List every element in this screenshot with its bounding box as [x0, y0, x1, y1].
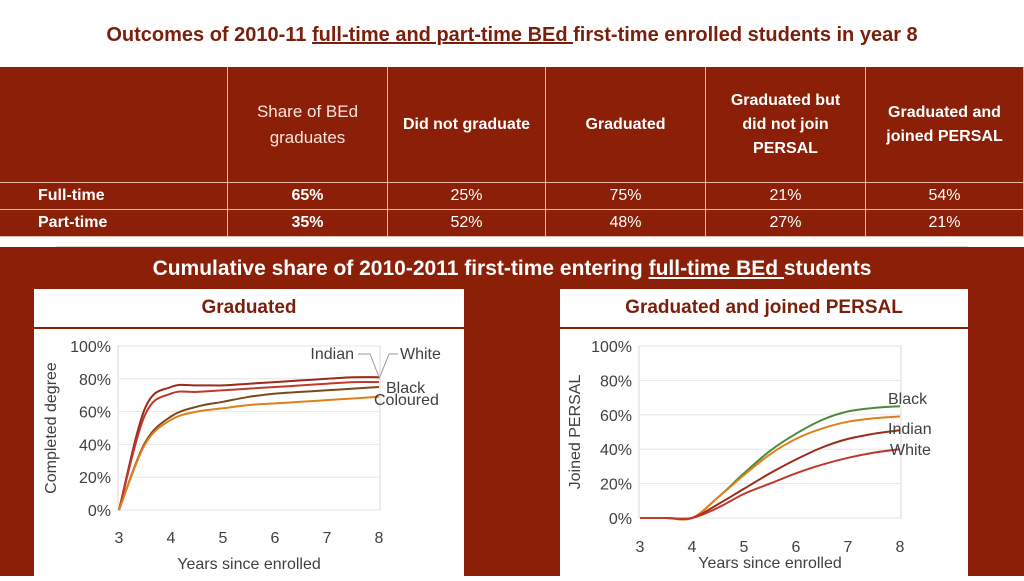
table-cell: 54%	[866, 183, 1024, 210]
series-label: Coloured	[374, 392, 439, 409]
series-label: Black	[888, 391, 928, 408]
x-tick-label: 8	[896, 539, 905, 556]
header-share: Share of BEd graduates	[228, 67, 388, 183]
page-title: Outcomes of 2010-11 full-time and part-t…	[0, 24, 1024, 47]
chart-right-area: 0% 20% 40% 60% 80% 100% 3 4 5 6 7 8 Years since enro…	[560, 329, 968, 576]
x-tick-label: 4	[688, 539, 697, 556]
table-cell: 25%	[388, 183, 546, 210]
page-title-underlined: full-time and part-time BEd	[312, 24, 574, 46]
table-cell: 75%	[546, 183, 706, 210]
series-line	[118, 395, 380, 511]
table-cell: 65%	[228, 183, 388, 210]
table-cell: 21%	[866, 210, 1024, 237]
series-label: White	[400, 346, 441, 363]
x-axis-label: Years since enrolled	[177, 556, 321, 573]
row-label-part-time: Part-time	[0, 210, 228, 237]
y-tick-label: 40%	[600, 442, 632, 459]
plot-frame	[638, 345, 902, 519]
x-tick-label: 7	[323, 530, 332, 547]
header-did-not-graduate: Did not graduate	[388, 67, 546, 183]
header-graduated-persal: Graduated and joined PERSAL	[866, 67, 1024, 183]
y-tick-label: 100%	[591, 339, 632, 356]
y-tick-label: 0%	[609, 511, 632, 528]
series-line	[118, 376, 380, 511]
x-tick-label: 3	[115, 530, 124, 547]
x-tick-label: 5	[740, 539, 749, 556]
x-tick-label: 7	[844, 539, 853, 556]
x-tick-label: 6	[271, 530, 280, 547]
table-cell: 35%	[228, 210, 388, 237]
page-title-prefix: Outcomes of 2010-11	[106, 24, 312, 46]
y-tick-label: 80%	[600, 373, 632, 390]
table-cell: 27%	[706, 210, 866, 237]
x-tick-label: 8	[375, 530, 384, 547]
x-axis-label: Years since enrolled	[698, 555, 842, 572]
label-leader	[358, 353, 380, 378]
chart-graduated: 0% 20% 40% 60% 80% 100% 3 4 5 6 7 8 Years since enro…	[43, 339, 441, 573]
chart-left-title: Graduated	[34, 289, 464, 327]
header-graduated-not-persal: Graduated but did not join PERSAL	[706, 67, 866, 183]
subtitle-suffix: students	[783, 257, 872, 280]
series-line	[639, 405, 901, 521]
series-line	[639, 429, 901, 521]
y-tick-label: 100%	[70, 339, 111, 356]
page-title-suffix: first-time enrolled students in year 8	[573, 24, 918, 46]
y-axis-label: Joined PERSAL	[567, 375, 584, 490]
series-line	[639, 448, 901, 520]
label-leader	[378, 353, 398, 380]
header-corner	[0, 67, 228, 183]
chart-left-area: 0% 20% 40% 60% 80% 100% 3 4 5 6 7 8 Years since enro…	[34, 329, 464, 576]
y-tick-label: 20%	[600, 477, 632, 494]
series-line	[118, 386, 380, 511]
table-cell: 52%	[388, 210, 546, 237]
series-line	[118, 380, 380, 511]
x-tick-label: 6	[792, 539, 801, 556]
y-tick-label: 20%	[79, 470, 111, 487]
table-cell: 21%	[706, 183, 866, 210]
outcomes-table: Share of BEd graduates Did not graduate …	[0, 67, 1024, 237]
y-axis-label: Completed degree	[43, 362, 60, 494]
y-tick-label: 40%	[79, 437, 111, 454]
y-tick-label: 0%	[88, 503, 111, 520]
chart-right-title: Graduated and joined PERSAL	[560, 289, 968, 327]
x-tick-label: 5	[219, 530, 228, 547]
row-label-full-time: Full-time	[0, 183, 228, 210]
x-tick-label: 3	[636, 539, 645, 556]
table-cell: 48%	[546, 210, 706, 237]
y-tick-label: 60%	[600, 408, 632, 425]
y-tick-label: 60%	[79, 405, 111, 422]
series-label: Indian	[310, 346, 354, 363]
series-label: White	[890, 442, 931, 459]
y-tick-label: 80%	[79, 372, 111, 389]
series-label: Black	[386, 380, 426, 397]
subtitle-underlined: full-time BEd	[648, 257, 784, 280]
chart-graduated-persal: 0% 20% 40% 60% 80% 100% 3 4 5 6 7 8 Years since enro…	[567, 339, 932, 572]
subtitle-prefix: Cumulative share of 2010-2011 first-time…	[152, 257, 649, 280]
series-line	[639, 415, 901, 521]
header-graduated: Graduated	[546, 67, 706, 183]
series-label: Indian	[888, 421, 932, 438]
charts-subtitle: Cumulative share of 2010-2011 first-time…	[56, 246, 968, 291]
x-tick-label: 4	[167, 530, 176, 547]
